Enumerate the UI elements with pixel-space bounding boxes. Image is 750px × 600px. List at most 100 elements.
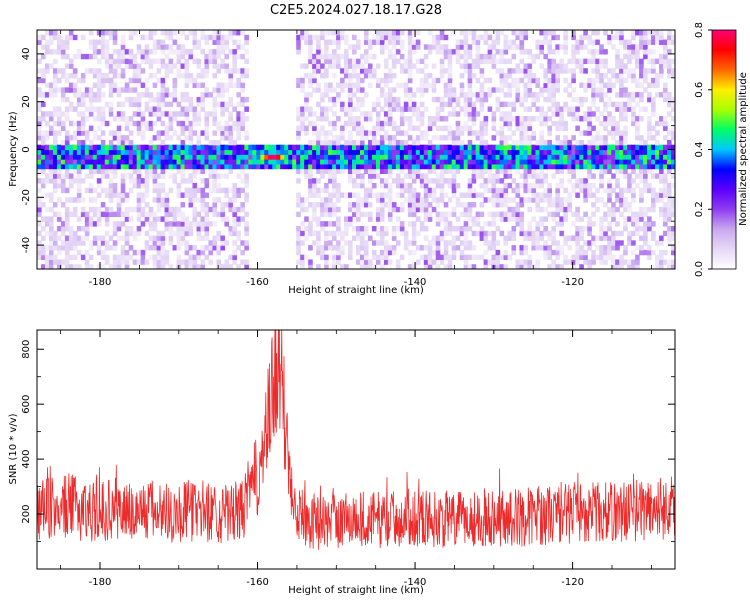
heatmap-cell xyxy=(619,149,624,155)
heatmap-cell xyxy=(172,206,178,213)
heatmap-cell xyxy=(352,120,357,127)
heatmap-cell xyxy=(395,49,401,55)
heatmap-cell xyxy=(56,87,62,93)
heatmap-cell xyxy=(76,163,82,170)
heatmap-cell xyxy=(352,202,357,208)
heatmap-cell xyxy=(431,240,437,246)
heatmap-cell xyxy=(551,73,556,79)
heatmap-cell xyxy=(192,154,198,160)
heatmap-cell xyxy=(44,111,50,117)
heatmap-cell xyxy=(511,197,517,203)
heatmap-cell xyxy=(591,68,596,74)
heatmap-cell xyxy=(136,154,142,160)
heatmap-cell xyxy=(304,34,309,41)
heatmap-cell xyxy=(52,144,58,151)
heatmap-cell xyxy=(356,73,361,79)
heatmap-cell xyxy=(579,225,584,232)
heatmap-cell xyxy=(228,101,233,108)
heatmap-cell xyxy=(659,53,664,60)
heatmap-cell xyxy=(272,144,277,151)
heatmap-cell xyxy=(655,139,660,146)
heatmap-cell xyxy=(495,106,501,112)
heatmap-cell xyxy=(511,139,517,146)
heatmap-cell xyxy=(240,111,245,117)
heatmap-cell xyxy=(324,187,329,194)
heatmap-cell xyxy=(643,178,648,184)
heatmap-cell xyxy=(312,120,317,127)
heatmap-cell xyxy=(595,116,600,122)
heatmap-cell xyxy=(419,77,425,84)
heatmap-cell xyxy=(60,39,66,45)
heatmap-cell xyxy=(296,116,301,122)
heatmap-cell xyxy=(356,173,361,179)
heatmap-cell xyxy=(587,216,592,222)
heatmap-cell xyxy=(655,144,660,151)
heatmap-cell xyxy=(184,240,190,246)
heatmap-cell xyxy=(639,149,644,155)
heatmap-cell xyxy=(419,202,425,208)
heatmap-cell xyxy=(423,159,429,165)
heatmap-cell xyxy=(112,30,118,36)
heatmap-cell xyxy=(116,211,122,218)
heatmap-cell xyxy=(96,68,102,74)
heatmap-cell xyxy=(348,202,353,208)
heatmap-cell xyxy=(140,192,146,198)
heatmap-cell xyxy=(212,206,218,213)
heatmap-cell xyxy=(56,163,62,170)
heatmap-cell xyxy=(539,149,545,155)
heatmap-cell xyxy=(316,144,321,151)
heatmap-cell xyxy=(499,135,505,141)
heatmap-cell xyxy=(403,240,409,246)
heatmap-cell xyxy=(623,111,628,117)
heatmap-cell xyxy=(391,235,397,241)
heatmap-cell xyxy=(403,173,409,179)
heatmap-cell xyxy=(172,49,178,55)
heatmap-cell xyxy=(455,139,461,146)
heatmap-cell xyxy=(399,44,405,50)
heatmap-cell xyxy=(427,144,433,151)
heatmap-cell xyxy=(328,163,333,170)
heatmap-cell xyxy=(156,154,162,160)
heatmap-cell xyxy=(176,245,182,251)
heatmap-cell xyxy=(144,168,150,174)
heatmap-cell xyxy=(467,216,473,222)
heatmap-cell xyxy=(332,182,337,189)
heatmap-cell xyxy=(623,135,628,141)
heatmap-cell xyxy=(483,96,489,103)
heatmap-cell xyxy=(324,264,329,269)
heatmap-cell xyxy=(200,163,206,170)
heatmap-cell xyxy=(495,225,501,232)
heatmap-cell xyxy=(379,120,385,127)
heatmap-cell xyxy=(120,235,126,241)
heatmap-cell xyxy=(651,34,656,41)
heatmap-cell xyxy=(52,120,58,127)
heatmap-cell xyxy=(144,77,150,84)
heatmap-cell xyxy=(667,206,672,213)
heatmap-cell xyxy=(507,206,513,213)
heatmap-cell xyxy=(615,139,620,146)
heatmap-cell xyxy=(667,58,672,65)
heatmap-cell xyxy=(651,106,656,112)
heatmap-cell xyxy=(216,44,222,50)
heatmap-cell xyxy=(367,159,373,165)
heatmap-cell xyxy=(491,44,497,50)
heatmap-cell xyxy=(52,149,58,155)
heatmap-cell xyxy=(37,87,42,93)
heatmap-cell xyxy=(292,149,297,155)
heatmap-cell xyxy=(168,154,174,160)
heatmap-cell xyxy=(324,135,329,141)
heatmap-cell xyxy=(108,197,114,203)
heatmap-cell xyxy=(639,96,644,103)
heatmap-cell xyxy=(607,34,612,41)
heatmap-cell xyxy=(531,187,537,194)
heatmap-cell xyxy=(164,135,170,141)
heatmap-cell xyxy=(543,68,548,74)
heatmap-cell xyxy=(244,163,249,170)
heatmap-cell xyxy=(659,154,664,160)
heatmap-cell xyxy=(96,163,102,170)
heatmap-cell xyxy=(487,187,493,194)
heatmap-cell xyxy=(136,92,142,98)
heatmap-cell xyxy=(136,168,142,174)
heatmap-cell xyxy=(336,249,341,256)
heatmap-cell xyxy=(164,125,170,131)
